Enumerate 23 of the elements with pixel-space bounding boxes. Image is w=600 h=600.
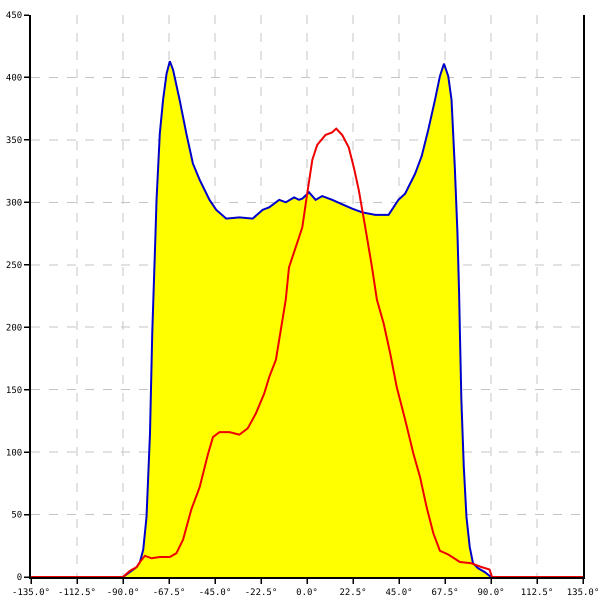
x-tick-label: 112.5° [520,588,554,598]
x-tick-label: 135.0° [566,588,600,598]
y-tick-label: 50 [11,510,22,521]
y-tick-label: 0 [16,573,22,584]
x-tick-label: 67.5° [431,588,459,598]
y-tick-label: 150 [6,386,22,396]
x-tick-label: -112.5° [58,588,96,598]
x-tick-label: -90.0° [106,588,140,598]
y-tick-label: 300 [6,198,22,208]
y-tick-label: 450 [6,11,22,22]
x-tick-label: 90.0° [477,588,505,598]
x-tick-label: 45.0° [385,588,413,598]
x-tick-label: -22.5° [244,588,278,598]
x-tick-label: -135.0° [12,588,50,598]
y-tick-label: 250 [6,260,22,271]
y-tick-label: 100 [6,448,22,458]
x-tick-label: 0.0° [296,588,318,598]
y-tick-label: 350 [6,136,22,146]
y-tick-label: 200 [6,323,22,334]
x-tick-label: -67.5° [152,588,186,598]
y-tick-label: 400 [6,74,22,84]
x-tick-label: -45.0° [198,588,232,598]
x-tick-label: 22.5° [339,588,367,598]
